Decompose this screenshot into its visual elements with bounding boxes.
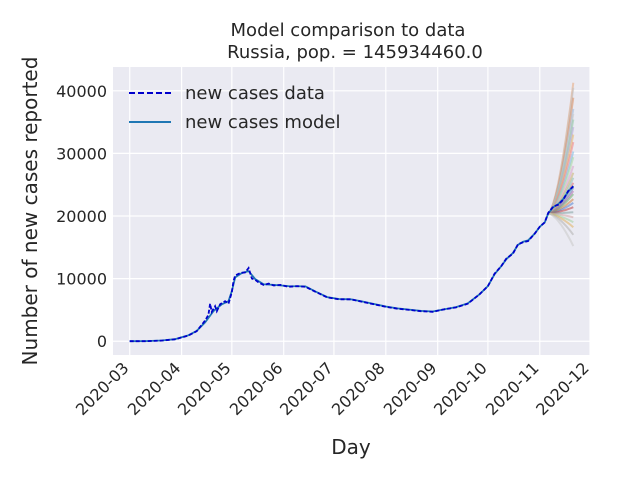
x-tick-labels: 2020-032020-042020-052020-062020-072020-…	[72, 358, 593, 419]
series-line-new-cases-data	[129, 185, 574, 343]
x-tick-label: 2020-04	[124, 358, 185, 419]
y-tick-labels: 0 10000 20000 30000 40000	[56, 82, 107, 351]
y-tick-label: 40000	[56, 82, 107, 101]
grid	[113, 67, 591, 355]
legend-label-data: new cases data	[185, 83, 325, 104]
series-lines	[129, 185, 574, 343]
x-tick-label: 2020-12	[532, 358, 593, 419]
plot-area	[113, 67, 590, 355]
x-tick-label: 2020-03	[72, 358, 133, 419]
x-tick-label: 2020-10	[430, 358, 491, 419]
y-axis-label: Number of new cases reported	[18, 57, 42, 366]
chart-title: Model comparison to data	[231, 20, 466, 41]
x-tick-label: 2020-07	[276, 358, 337, 419]
x-tick-label: 2020-08	[328, 358, 389, 419]
y-tick-label: 0	[97, 332, 107, 351]
ensemble-trajectory	[547, 212, 575, 247]
legend: new cases data new cases model	[129, 83, 340, 133]
legend-label-model: new cases model	[185, 112, 340, 133]
x-axis-label: Day	[331, 435, 371, 459]
y-tick-label: 30000	[56, 144, 107, 163]
y-tick-label: 10000	[56, 270, 107, 289]
model-ensemble	[547, 82, 575, 247]
chart-subtitle: Russia, pop. = 145934460.0	[227, 42, 483, 63]
y-tick-label: 20000	[56, 207, 107, 226]
x-tick-label: 2020-05	[174, 358, 235, 419]
x-tick-label: 2020-11	[482, 358, 543, 419]
x-tick-label: 2020-09	[380, 358, 441, 419]
x-tick-label: 2020-06	[226, 358, 287, 419]
